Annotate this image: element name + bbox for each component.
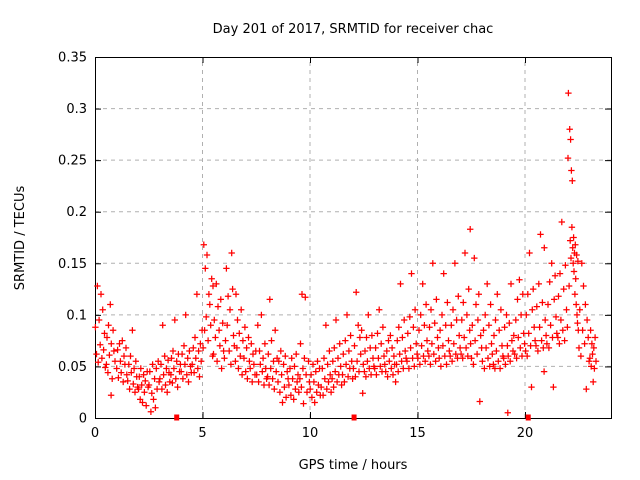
x-tick-label: 5 — [198, 426, 206, 441]
x-tick-labels: 0 5 10 15 20 — [91, 426, 533, 441]
y-tick-label: 0.25 — [58, 154, 87, 169]
y-tick-label: 0.05 — [58, 360, 87, 375]
x-axis-label: GPS time / hours — [299, 458, 408, 473]
scatter-points-axis-square-markers — [174, 414, 531, 421]
y-tick-label: 0.35 — [58, 51, 87, 66]
y-tick-label: 0 — [79, 412, 87, 427]
y-axis-label: SRMTID / TECUs — [13, 186, 28, 291]
y-tick-labels: 0 0.05 0.1 0.15 0.2 0.25 0.3 0.35 — [58, 51, 87, 427]
y-tick-label: 0.2 — [66, 205, 87, 220]
x-tick-label: 15 — [409, 426, 426, 441]
scatter-points-srmtid-plus-markers — [92, 89, 600, 416]
chart-title: Day 201 of 2017, SRMTID for receiver cha… — [213, 22, 494, 37]
x-tick-label: 0 — [91, 426, 99, 441]
gridlines — [95, 57, 611, 418]
y-tick-label: 0.15 — [58, 257, 87, 272]
x-tick-label: 10 — [302, 426, 319, 441]
y-tick-label: 0.1 — [66, 308, 87, 323]
plot-border — [95, 57, 612, 419]
x-tick-label: 20 — [517, 426, 534, 441]
axis-ticks — [95, 57, 611, 419]
plot-area: 0 5 10 15 20 0 0.05 0.1 0.15 0.2 0.25 0.3 0.35 — [58, 51, 612, 441]
y-tick-label: 0.3 — [66, 102, 87, 117]
